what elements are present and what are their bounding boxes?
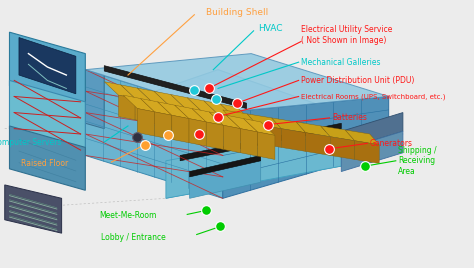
Polygon shape xyxy=(180,123,341,161)
Polygon shape xyxy=(232,121,257,143)
Polygon shape xyxy=(345,130,379,145)
Polygon shape xyxy=(223,96,389,198)
Polygon shape xyxy=(166,129,341,198)
Polygon shape xyxy=(218,114,235,139)
Polygon shape xyxy=(104,66,246,109)
Text: Building Shell: Building Shell xyxy=(206,8,268,17)
Polygon shape xyxy=(85,54,389,113)
Polygon shape xyxy=(220,104,251,121)
Polygon shape xyxy=(121,85,152,102)
Polygon shape xyxy=(192,109,223,125)
Polygon shape xyxy=(209,112,241,129)
Polygon shape xyxy=(123,95,155,112)
Polygon shape xyxy=(204,101,235,117)
Polygon shape xyxy=(152,102,168,126)
Polygon shape xyxy=(258,132,275,159)
Polygon shape xyxy=(166,161,356,198)
Polygon shape xyxy=(62,70,403,188)
Polygon shape xyxy=(157,102,189,118)
Text: Shipping /
Receiving
Area: Shipping / Receiving Area xyxy=(398,146,437,176)
Text: HVAC: HVAC xyxy=(258,24,283,33)
Polygon shape xyxy=(185,108,201,132)
Polygon shape xyxy=(137,88,168,105)
Polygon shape xyxy=(154,91,185,108)
Text: Generators: Generators xyxy=(370,139,413,148)
Text: Meet-Me-Room: Meet-Me-Room xyxy=(99,211,156,220)
Text: Power Distribution Unit (PDU): Power Distribution Unit (PDU) xyxy=(301,76,414,85)
Polygon shape xyxy=(227,115,258,132)
Polygon shape xyxy=(137,109,155,136)
Text: Computer Servers: Computer Servers xyxy=(0,137,62,147)
Text: Mechanical Galleries: Mechanical Galleries xyxy=(301,58,381,67)
Polygon shape xyxy=(341,113,403,150)
Polygon shape xyxy=(190,155,261,177)
Polygon shape xyxy=(118,95,135,120)
Polygon shape xyxy=(272,118,306,133)
Polygon shape xyxy=(85,70,223,198)
Polygon shape xyxy=(9,80,85,150)
Text: Batteries: Batteries xyxy=(332,113,367,122)
Polygon shape xyxy=(241,129,258,156)
Polygon shape xyxy=(355,141,379,163)
Polygon shape xyxy=(223,125,241,153)
Polygon shape xyxy=(189,118,206,146)
Polygon shape xyxy=(223,110,257,125)
Polygon shape xyxy=(140,98,172,115)
Polygon shape xyxy=(135,98,152,123)
Polygon shape xyxy=(187,98,218,114)
Text: Raised Floor: Raised Floor xyxy=(21,159,69,168)
Polygon shape xyxy=(330,137,355,159)
Polygon shape xyxy=(306,133,330,155)
Polygon shape xyxy=(168,105,185,129)
Polygon shape xyxy=(85,70,104,129)
Polygon shape xyxy=(257,125,281,147)
Text: Lobby / Entrance: Lobby / Entrance xyxy=(101,233,166,242)
Polygon shape xyxy=(5,185,62,233)
Polygon shape xyxy=(341,131,403,172)
Polygon shape xyxy=(206,122,223,150)
Polygon shape xyxy=(247,114,281,129)
Polygon shape xyxy=(19,38,76,94)
Polygon shape xyxy=(175,105,206,122)
Polygon shape xyxy=(244,118,275,135)
Text: Electrical Utility Service
( Not Shown in Image): Electrical Utility Service ( Not Shown i… xyxy=(301,25,392,44)
Polygon shape xyxy=(171,95,201,111)
Polygon shape xyxy=(321,126,355,141)
Polygon shape xyxy=(296,122,330,137)
Polygon shape xyxy=(9,126,85,190)
Polygon shape xyxy=(9,32,85,107)
Polygon shape xyxy=(190,161,261,198)
Polygon shape xyxy=(172,115,189,143)
Polygon shape xyxy=(281,129,306,151)
Text: Electrical Rooms (UPS, Switchboard, etc.): Electrical Rooms (UPS, Switchboard, etc.… xyxy=(301,93,446,100)
Polygon shape xyxy=(201,111,218,136)
Polygon shape xyxy=(104,82,135,98)
Polygon shape xyxy=(155,112,172,139)
Polygon shape xyxy=(235,117,251,142)
